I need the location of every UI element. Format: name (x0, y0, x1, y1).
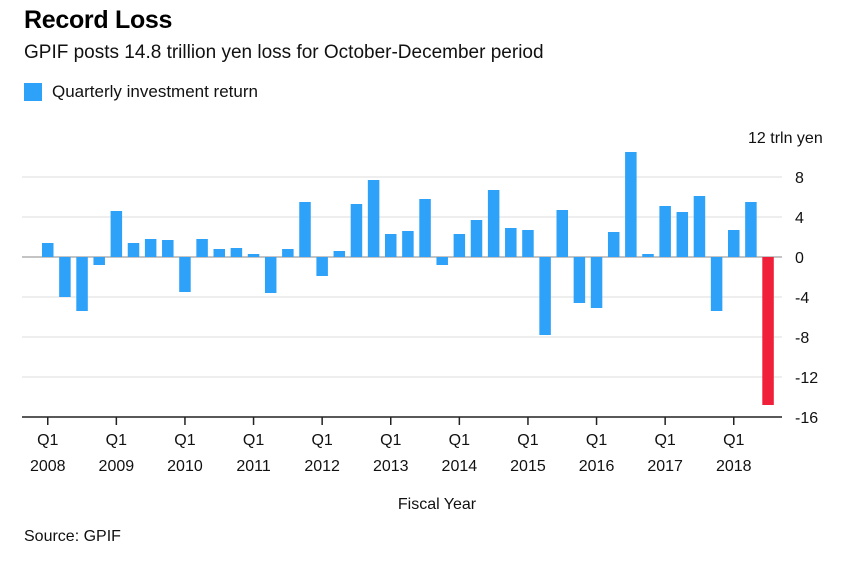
chart-subtitle: GPIF posts 14.8 trillion yen loss for Oc… (24, 42, 544, 63)
bar (693, 196, 706, 257)
bar (539, 257, 551, 335)
x-tick-year-label: 2017 (647, 458, 683, 475)
bar (316, 257, 328, 276)
y-tick-label: -16 (795, 410, 818, 427)
y-tick-label: 8 (795, 170, 804, 187)
x-axis-title: Fiscal Year (398, 496, 477, 513)
x-tick-quarter-label: Q1 (380, 432, 401, 449)
bar (162, 240, 174, 257)
x-tick-year-label: 2014 (442, 458, 478, 475)
x-tick-quarter-label: Q1 (654, 432, 675, 449)
x-tick-quarter-label: Q1 (517, 432, 538, 449)
y-tick-label: -12 (795, 370, 818, 387)
x-tick-quarter-label: Q1 (37, 432, 58, 449)
bar (367, 180, 380, 257)
bar (522, 230, 534, 257)
x-tick-year-label: 2011 (236, 458, 271, 475)
x-tick-quarter-label: Q1 (723, 432, 744, 449)
x-tick-year-label: 2012 (304, 458, 340, 475)
y-tick-label: 4 (795, 210, 804, 227)
x-tick-year-label: 2016 (579, 458, 615, 475)
x-tick-year-label: 2008 (30, 458, 66, 475)
bar (505, 228, 517, 257)
bar (350, 204, 363, 257)
bar (573, 257, 586, 303)
bar (144, 239, 157, 257)
bar (264, 257, 277, 293)
x-tick-quarter-label: Q1 (243, 432, 264, 449)
bar (93, 257, 105, 265)
bar (179, 257, 191, 292)
bar (762, 257, 774, 405)
bar (556, 210, 568, 257)
bar (402, 231, 414, 257)
x-tick-quarter-label: Q1 (311, 432, 332, 449)
legend: Quarterly investment return (24, 82, 258, 102)
bar (110, 211, 123, 257)
bar (710, 257, 723, 311)
bar (230, 248, 243, 257)
bar (659, 206, 671, 257)
bar (333, 251, 346, 257)
x-tick-quarter-label: Q1 (106, 432, 127, 449)
y-axis-unit-label: 12 trln yen (748, 130, 823, 147)
x-tick-year-label: 2015 (510, 458, 546, 475)
bar (470, 220, 483, 257)
x-tick-year-label: 2018 (716, 458, 752, 475)
bar (453, 234, 466, 257)
bar (676, 212, 689, 257)
bar (59, 257, 71, 297)
chart-title: Record Loss (24, 6, 173, 34)
x-tick-year-label: 2009 (99, 458, 135, 475)
bar (419, 199, 431, 257)
bar (299, 202, 311, 257)
bar (213, 249, 225, 257)
bar (642, 254, 654, 257)
bar (247, 254, 260, 257)
bar (745, 202, 757, 257)
bar (436, 257, 448, 265)
bar (487, 190, 500, 257)
y-tick-label: -4 (795, 290, 809, 307)
x-tick-quarter-label: Q1 (586, 432, 607, 449)
legend-swatch (24, 83, 42, 101)
bar (76, 257, 88, 311)
bar (196, 239, 208, 257)
bar (728, 230, 740, 257)
bar (590, 257, 603, 308)
x-tick-year-label: 2013 (373, 458, 409, 475)
bar (42, 243, 54, 257)
y-tick-label: 0 (795, 250, 804, 267)
bar (607, 232, 620, 257)
bar (625, 152, 637, 257)
bar (127, 243, 140, 257)
x-tick-quarter-label: Q1 (449, 432, 470, 449)
source-note: Source: GPIF (24, 528, 121, 545)
y-tick-label: -8 (795, 330, 809, 347)
bar (282, 249, 294, 257)
bar (385, 234, 397, 257)
x-tick-year-label: 2010 (167, 458, 203, 475)
legend-label: Quarterly investment return (52, 82, 258, 101)
x-tick-quarter-label: Q1 (174, 432, 195, 449)
